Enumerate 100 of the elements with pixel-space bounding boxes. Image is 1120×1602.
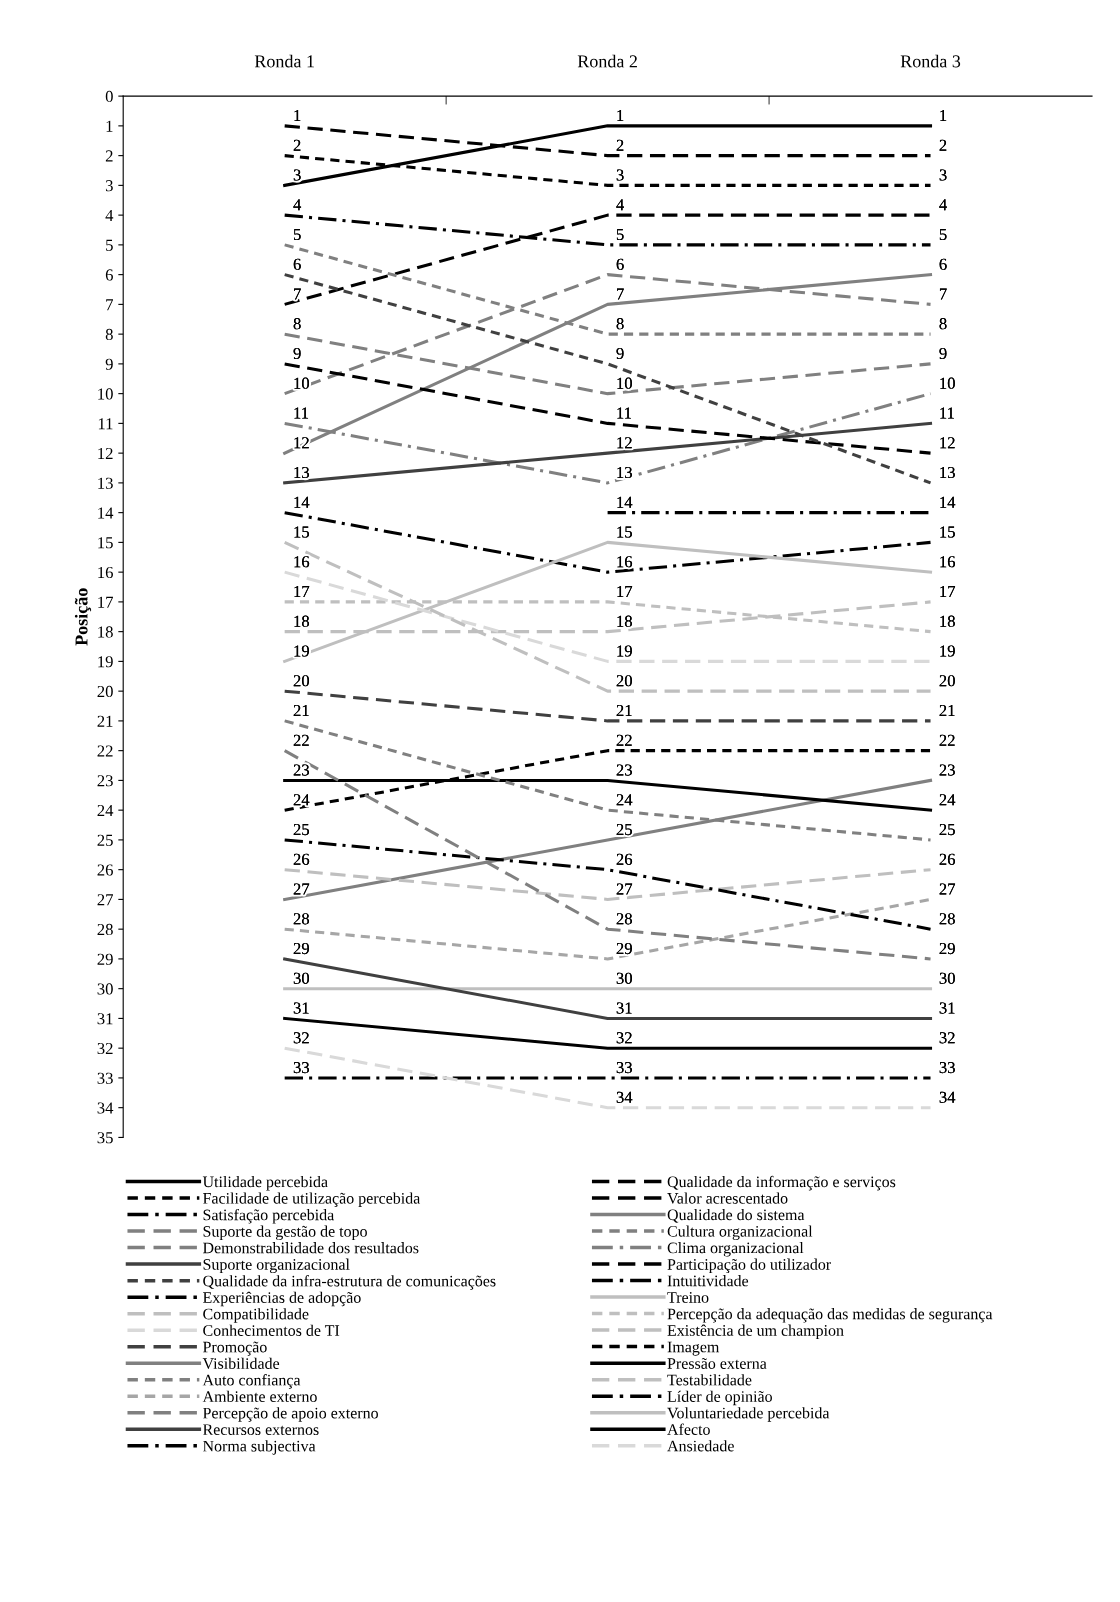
data-label: 29 [616, 942, 632, 955]
data-label: 4 [939, 199, 947, 211]
y-tick-label: 25 [97, 834, 113, 846]
y-tick-label: 28 [97, 923, 113, 936]
y-tick-label: 22 [97, 745, 113, 757]
data-label: 33 [939, 1061, 955, 1074]
legend-label: Cultura organizacional [667, 1225, 813, 1241]
data-label: 6 [616, 258, 624, 270]
data-label: 19 [294, 645, 309, 657]
data-label: 1 [940, 109, 947, 121]
y-tick-label: 29 [97, 953, 113, 965]
legend-label: Testabilidade [667, 1374, 752, 1386]
data-label: 18 [940, 615, 955, 627]
data-label: 17 [940, 585, 956, 597]
data-label: 22 [939, 734, 955, 746]
legend-label: Facilidade de utilização percebida [203, 1192, 421, 1207]
legend-label: Intuitividade [667, 1275, 749, 1287]
data-label: 29 [939, 942, 955, 955]
x-tick-label: Ronda 3 [900, 54, 961, 68]
data-label: 13 [940, 466, 955, 479]
data-label: 11 [940, 407, 954, 419]
y-tick-label: 32 [97, 1042, 113, 1055]
y-tick-label: 14 [98, 507, 114, 519]
legend-label: Voluntariedade percebida [667, 1407, 830, 1422]
data-label: 23 [293, 764, 310, 776]
legend-label: Qualidade da informação e serviços [667, 1175, 896, 1191]
data-label: 6 [939, 258, 947, 270]
data-label: 22 [616, 734, 632, 746]
y-tick-label: 6 [105, 269, 113, 281]
data-label: 7 [617, 288, 624, 300]
data-label: 28 [939, 913, 955, 925]
data-label: 12 [294, 437, 309, 449]
y-tick-label: 20 [97, 685, 113, 698]
legend-label: Treino [667, 1292, 709, 1303]
data-label: 8 [616, 318, 624, 330]
legend-label: Visibilidade [202, 1357, 280, 1370]
y-tick-label: 18 [98, 626, 113, 638]
data-label: 5 [293, 229, 301, 241]
data-label: 8 [939, 318, 947, 330]
data-label: 12 [617, 437, 632, 449]
data-label: 6 [293, 258, 301, 270]
data-label: 1 [294, 109, 301, 121]
data-label: 2 [616, 139, 624, 151]
data-label: 9 [616, 347, 624, 360]
y-tick-label: 16 [98, 566, 113, 579]
data-label: 32 [293, 1032, 309, 1044]
data-label: 28 [293, 913, 310, 925]
y-tick-label: 9 [105, 358, 113, 370]
data-label: 19 [940, 645, 955, 657]
data-label: 28 [616, 913, 632, 925]
data-label: 14 [940, 496, 956, 508]
data-label: 26 [616, 853, 633, 865]
data-label: 21 [616, 704, 632, 716]
data-label: 25 [939, 823, 955, 836]
legend-label: Líder de opinião [667, 1390, 772, 1406]
data-label: 10 [617, 377, 632, 389]
data-label: 1 [617, 109, 624, 121]
y-axis-title: Posição [74, 588, 92, 646]
data-label: 26 [939, 853, 956, 865]
data-label: 3 [293, 169, 301, 181]
data-label: 22 [293, 734, 309, 746]
data-label: 32 [616, 1032, 632, 1044]
data-label: 3 [939, 169, 947, 181]
data-label: 11 [617, 407, 631, 419]
legend-label: Recursos externos [203, 1424, 319, 1435]
data-label: 17 [617, 585, 633, 597]
y-tick-label: 24 [97, 804, 114, 816]
y-tick-label: 17 [98, 596, 113, 608]
data-label: 30 [616, 972, 632, 984]
data-label: 27 [293, 883, 310, 895]
legend-label: Afecto [667, 1423, 710, 1435]
y-tick-label: 5 [106, 239, 113, 251]
data-label: 31 [616, 1002, 632, 1014]
data-label: 5 [616, 229, 624, 241]
data-label: 21 [939, 704, 955, 716]
data-label: 25 [616, 823, 632, 836]
data-label: 30 [293, 972, 310, 984]
data-label: 16 [294, 556, 310, 568]
data-label: 33 [616, 1061, 632, 1074]
data-label: 8 [293, 318, 301, 330]
legend-label: Promoção [203, 1341, 267, 1356]
data-label: 17 [294, 585, 310, 597]
legend-label: Utilidade percebida [202, 1175, 328, 1191]
data-label: 34 [616, 1091, 633, 1103]
data-label: 15 [940, 526, 955, 538]
y-tick-label: 33 [97, 1072, 113, 1084]
y-tick-label: 12 [98, 447, 113, 459]
data-label: 3 [616, 169, 624, 181]
data-label: 9 [293, 347, 301, 360]
data-label: 2 [293, 139, 301, 151]
legend-label: Suporte organizacional [203, 1258, 350, 1274]
data-label: 18 [294, 615, 310, 627]
y-tick-label: 4 [105, 209, 114, 221]
legend-label: Compatibilidade [203, 1308, 309, 1323]
legend-label: Norma subjectiva [203, 1440, 316, 1455]
legend-label: Existência de um champion [667, 1324, 844, 1340]
data-label: 27 [939, 883, 956, 895]
legend-label: Percepção da adequação das medidas de segurança [667, 1308, 993, 1323]
y-tick-label: 1 [106, 120, 113, 132]
data-label: 19 [617, 645, 632, 657]
